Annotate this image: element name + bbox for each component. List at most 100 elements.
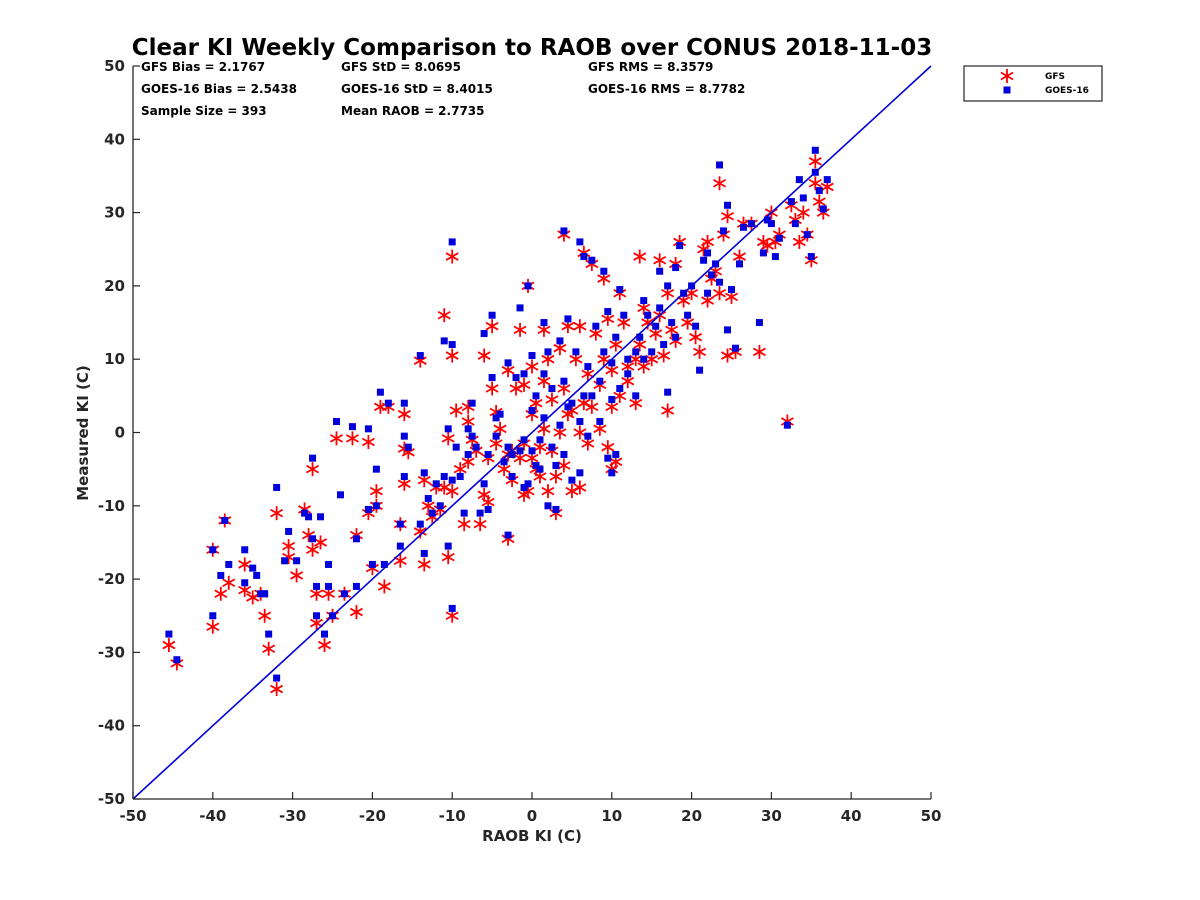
goes16-point — [632, 348, 640, 356]
gfs-point — [373, 399, 387, 414]
y-tick-label: -30 — [98, 643, 125, 661]
goes16-point — [716, 161, 724, 169]
legend-gfs-asterisk — [1000, 69, 1014, 83]
goes16-point — [536, 436, 544, 444]
goes16-point — [596, 418, 604, 426]
goes16-point — [448, 341, 456, 349]
goes16-point — [261, 590, 269, 598]
legend-box — [963, 65, 1103, 102]
gfs-point — [445, 348, 459, 363]
goes16-point — [660, 341, 668, 349]
goes16-point — [428, 509, 436, 517]
goes16-point — [476, 509, 484, 517]
goes16-point — [644, 311, 652, 319]
gfs-point — [541, 484, 555, 499]
legend-goes-square — [1003, 86, 1011, 94]
y-tick-label: -40 — [98, 717, 125, 735]
y-axis-label: Measured KI (C) — [74, 365, 92, 501]
goes16-point — [520, 483, 528, 491]
gfs-point — [349, 605, 363, 620]
gfs-point — [457, 517, 471, 532]
goes16-point — [620, 311, 628, 319]
x-tick-label: -10 — [439, 807, 466, 825]
gfs-point — [493, 421, 507, 436]
goes16-point — [540, 414, 548, 422]
legend-gfs-label: GFS — [1045, 72, 1065, 82]
goes16-point — [293, 557, 301, 565]
goes16-point — [819, 205, 827, 213]
goes16-point — [488, 311, 496, 319]
goes16-point — [572, 348, 580, 356]
x-tick-label: 20 — [681, 807, 702, 825]
goes16-point — [787, 198, 795, 206]
goes16-point — [552, 505, 560, 513]
gfs-point — [318, 638, 332, 653]
y-tick-label: 0 — [115, 424, 125, 442]
goes16-point — [704, 249, 712, 257]
goes16-point — [600, 348, 608, 356]
gfs-point — [713, 286, 727, 301]
goes16-point — [568, 399, 576, 407]
goes16-point — [648, 348, 656, 356]
goes16-point — [448, 476, 456, 484]
data-points — [162, 146, 834, 697]
gfs-point — [262, 641, 276, 656]
goes16-point — [636, 333, 644, 341]
gfs-point — [485, 381, 499, 396]
goes16-point — [540, 370, 548, 378]
goes16-point — [696, 366, 704, 374]
goes16-point — [464, 450, 472, 458]
goes16-point — [416, 520, 424, 528]
axes: -50 -40 -30 -20 -10 0 10 20 30 40 50 50 40 30 20 10 0 -10… — [98, 57, 942, 825]
goes16-point — [265, 630, 273, 638]
goes16-point — [325, 582, 333, 590]
goes16-point — [384, 399, 392, 407]
gfs-point — [282, 539, 296, 554]
gfs-point — [573, 425, 587, 440]
gfs-point — [445, 484, 459, 499]
goes16-point — [396, 520, 404, 528]
x-tick-label: 40 — [841, 807, 862, 825]
goes16-point — [440, 337, 448, 345]
stat-mean-raob: Mean RAOB = 2.7735 — [341, 104, 485, 118]
goes16-point — [584, 363, 592, 371]
goes16-point — [364, 505, 372, 513]
goes16-point — [580, 253, 588, 261]
goes16-point — [556, 421, 564, 429]
stat-goes-std: GOES-16 StD = 8.4015 — [341, 82, 493, 96]
goes16-point — [588, 392, 596, 400]
x-tick-label: 0 — [527, 807, 537, 825]
goes16-point — [444, 542, 452, 550]
goes16-point — [560, 227, 568, 235]
goes16-point — [532, 392, 540, 400]
gfs-point — [513, 322, 527, 337]
gfs-point — [517, 377, 531, 392]
goes16-point — [580, 392, 588, 400]
goes16-point — [321, 630, 329, 638]
goes16-point — [528, 407, 536, 415]
gfs-point — [796, 205, 810, 220]
x-tick-label: 10 — [601, 807, 622, 825]
goes16-point — [400, 399, 408, 407]
stat-goes-bias: GOES-16 Bias = 2.5438 — [141, 82, 297, 96]
gfs-point — [306, 542, 320, 557]
goes16-point — [656, 267, 664, 275]
gfs-point — [573, 480, 587, 495]
goes16-point — [368, 560, 376, 568]
goes16-point — [480, 330, 488, 338]
gfs-point — [812, 194, 826, 209]
goes16-point — [305, 513, 313, 521]
goes16-point — [528, 352, 536, 360]
goes16-point — [352, 535, 360, 543]
goes16-point — [532, 461, 540, 469]
goes16-point — [664, 388, 672, 396]
goes16-point — [612, 450, 620, 458]
goes16-point — [564, 403, 572, 411]
gfs-point — [792, 234, 806, 249]
goes16-point — [604, 308, 612, 316]
goes16-point — [815, 187, 823, 195]
goes16-point — [440, 472, 448, 480]
x-tick-label: 30 — [761, 807, 782, 825]
goes16-point — [285, 527, 293, 535]
